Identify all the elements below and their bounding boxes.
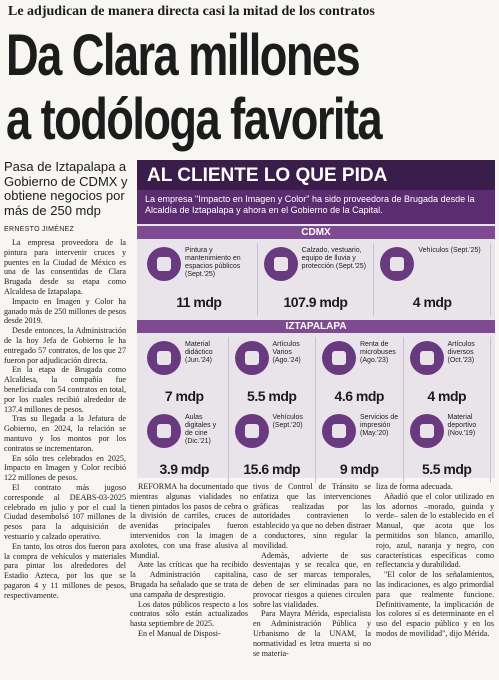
item-description: Renta de microbuses (Ago.'23) [360,341,396,364]
item-amount: 4 mdp [412,294,452,310]
paragraph: "El color de los señalamientos, las indi… [376,570,494,638]
item-description: Servicios de impresión (May.'20) [360,414,399,437]
paragraph: Tras su llegada a la Jefatura de Gobiern… [4,414,126,453]
byline: ERNESTO JIMÉNEZ [4,226,75,233]
item-description: Vehículos (Sept.'20) [272,414,303,429]
paragraph: En sólo tres celebrados en 2025, Impacto… [4,453,126,483]
contract-item: Vehículos (Sept.'25) 4 mdp [374,243,491,316]
item-description: Aulas digitales y de cine (Dic.'21) [185,414,217,445]
item-amount: 107.9 mdp [283,294,348,310]
body-column: liza de forma adecuada. Añadió que el col… [376,482,494,678]
section-label: IZTAPALAPA [137,320,495,333]
item-grid: Material didáctico (Jun.'24) 7 mdp Artícul… [137,335,495,485]
contract-item: Vehículos (Sept.'20) 15.6 mdp [229,410,316,483]
icon [322,414,356,448]
item-amount: 7 mdp [164,388,204,404]
paragraph: En tanto, los otros dos fueron para la c… [4,541,126,600]
paragraph: Añadió que el color utilizado en los ado… [376,491,494,570]
contract-item: Calzado, vestuario, equipo de lluvia y p… [258,243,375,316]
body-column: REFORMA ha documentado que mientras algu… [130,482,248,678]
paragraph: Desde entonces, la Administración de la … [4,326,126,365]
item-description: Material didáctico (Jun.'24) [185,341,213,364]
icon [263,247,298,281]
item-amount: 9 mdp [339,461,379,477]
icon [380,247,415,281]
paragraph: El contrato más jugoso corresponde al DE… [4,482,126,541]
infographic-title: AL CLIENTE LO QUE PIDA [137,160,495,190]
icon [322,341,356,375]
contract-item: Artículos Varios (Ago.'24) 5.5 mdp [229,337,316,410]
contract-item: Pintura y mantenimiento en espacios públ… [141,243,258,316]
paragraph: En la etapa de Brugada como Alcaldesa, l… [4,365,126,414]
paragraph: Ante las críticas que ha recibido la Adm… [130,560,248,599]
item-description: Pintura y mantenimiento en espacios públ… [185,247,241,278]
headline: a todóloga favorita [6,87,383,152]
icon [234,341,269,375]
paragraph: tivos de Control de Tránsito se enfatiza… [253,482,371,550]
icon [147,247,181,281]
paragraph: liza de forma adecuada. [376,482,453,491]
headline: Da Clara millones [6,23,361,88]
paragraph: Para Mayra Mérida, especialista en Admin… [253,609,371,658]
item-amount: 3.9 mdp [159,461,210,477]
icon [147,414,181,448]
item-grid: Pintura y mantenimiento en espacios públ… [137,241,495,318]
contract-item: Servicios de impresión (May.'20) 9 mdp [316,410,404,483]
icon [234,414,269,448]
section-label: CDMX [137,226,495,239]
item-amount: 5.5 mdp [422,461,472,477]
item-description: Calzado, vestuario, equipo de lluvia y p… [301,247,367,270]
paragraph: Los datos públicos respecto a los contra… [130,599,248,629]
paragraph: En el Manual de Disposi- [138,628,221,638]
item-description: Vehículos (Sept.'25) [418,247,481,254]
item-amount: 11 mdp [176,294,222,310]
contract-item: Artículos diversos (Oct.'23) 4 mdp [404,337,491,410]
item-description: Artículos diversos (Oct.'23) [447,341,475,364]
paragraph: La empresa proveedora de la pintura para… [4,238,126,296]
item-amount: 15.6 mdp [243,461,301,477]
contract-item: Renta de microbuses (Ago.'23) 4.6 mdp [316,337,404,410]
infographic: AL CLIENTE LO QUE PIDA La empresa "Impac… [137,160,495,483]
infographic-intro: La empresa "Impacto en Imagen y Color" h… [137,190,495,224]
item-amount: 5.5 mdp [247,388,297,404]
contract-item: Aulas digitales y de cine (Dic.'21) 3.9 m… [141,410,229,483]
contract-item: Material didáctico (Jun.'24) 7 mdp [141,337,229,410]
icon [147,341,181,375]
item-description: Material deportivo (Nov.'19) [447,414,477,437]
paragraph: Impacto en Imagen y Color ha ganado más … [4,296,126,326]
paragraph: Además, advierte de sus desventajas y se… [253,550,371,609]
paragraph: REFORMA ha documentado que mientras algu… [130,482,248,560]
item-amount: 4 mdp [427,388,467,404]
icon [409,341,444,375]
icon [409,414,444,448]
deck: Pasa de Iztapalapa a Gobierno de CDMX y … [4,159,128,218]
body-column: tivos de Control de Tránsito se enfatiza… [253,482,371,678]
item-amount: 4.6 mdp [334,388,385,404]
item-description: Artículos Varios (Ago.'24) [272,341,301,364]
body-column: La empresa proveedora de la pintura para… [4,238,126,678]
kicker: Le adjudican de manera directa casi la m… [8,4,375,19]
contract-item: Material deportivo (Nov.'19) 5.5 mdp [404,410,491,483]
